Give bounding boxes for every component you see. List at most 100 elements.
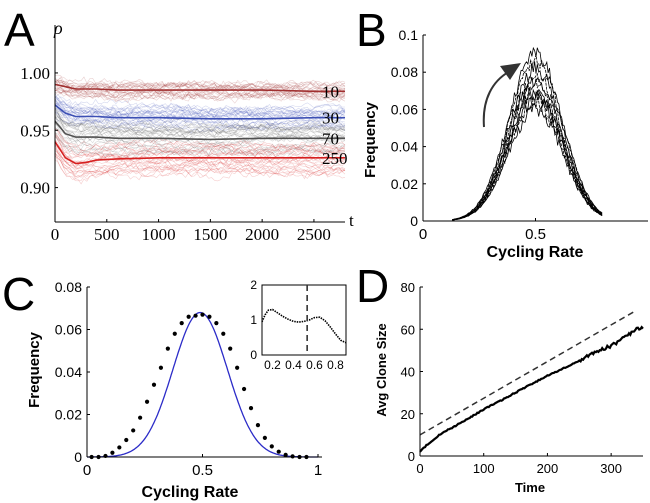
- ensemble-trajectory: [54, 108, 346, 134]
- data-point: [186, 314, 191, 319]
- x-tick-label: 1: [314, 462, 322, 479]
- ensemble-trajectory: [54, 77, 346, 91]
- y-tick-label: 1.00: [20, 64, 50, 83]
- data-point: [276, 449, 281, 454]
- y-tick-label: 60: [401, 322, 415, 337]
- ensemble-trajectory: [55, 87, 346, 100]
- data-point: [165, 346, 170, 351]
- data-point: [269, 444, 274, 449]
- ensemble-trajectory: [54, 128, 346, 152]
- mean-line-30: [54, 104, 345, 120]
- ensemble-trajectory: [54, 115, 346, 140]
- ensemble-trajectory: [54, 110, 346, 132]
- ensemble-trajectory: [54, 87, 346, 102]
- x-tick-label: 0: [83, 462, 91, 479]
- ensemble-trajectory: [54, 107, 346, 127]
- x-tick-label: 2000: [245, 225, 279, 244]
- data-point: [241, 386, 247, 392]
- y-axis-label: Avg Clone Size: [374, 323, 389, 416]
- panel-d-chart: 0 100 200 300 0 20 40 60 80 Time Avg Clone Size: [374, 280, 644, 495]
- ensemble-trajectory: [54, 88, 346, 104]
- inset-x-tick-label: 0.4: [285, 358, 302, 372]
- ensemble-trajectory: [54, 152, 346, 179]
- data-point: [228, 346, 233, 351]
- y-tick-label: 0.02: [391, 176, 418, 192]
- x-tick-label: 100: [473, 461, 495, 476]
- data-point: [255, 423, 261, 428]
- ensemble-trajectory: [54, 139, 346, 168]
- panel-letter-b: B: [356, 4, 387, 56]
- distribution-curve: [452, 87, 603, 221]
- ensemble-trajectory: [54, 128, 346, 151]
- x-tick-label: 0.5: [525, 226, 546, 243]
- ensemble-trajectory: [54, 143, 346, 167]
- mean-line-250: [54, 141, 345, 165]
- ensemble-trajectory: [54, 149, 346, 175]
- ensemble-trajectory: [54, 155, 346, 178]
- ensemble-trajectory: [54, 95, 346, 117]
- x-axis-label: t: [349, 211, 354, 230]
- ensemble-trajectory: [54, 84, 346, 100]
- ensemble-trajectory: [54, 108, 346, 129]
- ensemble-trajectory: [54, 117, 346, 134]
- ensemble-trajectory: [54, 112, 346, 135]
- ensemble-trajectory: [54, 127, 346, 153]
- y-tick-label: 0.90: [20, 179, 50, 198]
- x-tick-label: 500: [94, 225, 120, 244]
- x-tick-label: 0: [51, 225, 60, 244]
- x-tick-label: 0.5: [192, 462, 213, 479]
- ensemble-trajectory: [54, 107, 346, 132]
- x-tick-label: 2500: [297, 225, 331, 244]
- data-point: [110, 450, 115, 455]
- y-tick-label: 40: [401, 365, 415, 380]
- data-point: [221, 331, 226, 336]
- trend-line: [419, 309, 638, 436]
- ensemble-trajectory: [54, 90, 346, 102]
- ensemble-trajectory: [54, 116, 346, 139]
- series-label-250: 250: [322, 149, 348, 168]
- y-tick-label: 0: [408, 449, 415, 464]
- ensemble-trajectory: [54, 82, 346, 98]
- x-tick-label: 1500: [193, 225, 227, 244]
- y-tick-label: 0: [74, 449, 82, 465]
- ensemble-trajectory: [54, 89, 346, 100]
- ensemble-trajectory: [54, 111, 346, 132]
- ensemble-trajectory: [55, 90, 346, 103]
- ensemble-trajectory: [54, 127, 346, 153]
- y-tick-label: 20: [401, 407, 415, 422]
- ensemble-trajectory: [54, 92, 346, 114]
- inset-frame: [261, 284, 347, 356]
- data-point: [179, 321, 184, 326]
- ensemble-trajectory: [54, 112, 346, 131]
- mean-line-70: [54, 120, 345, 141]
- ensemble-trajectory: [54, 109, 346, 136]
- data-point: [144, 399, 150, 404]
- ensemble-trajectory: [54, 87, 346, 100]
- series-label-10: 10: [322, 82, 339, 101]
- x-axis-label: Time: [515, 480, 545, 495]
- y-axis-label: Frequency: [362, 101, 379, 178]
- ensemble-trajectory: [54, 133, 346, 157]
- ensemble-trajectory: [54, 134, 346, 157]
- y-tick-label: 80: [401, 280, 415, 295]
- data-point: [235, 365, 240, 370]
- ensemble-trajectory: [54, 144, 346, 171]
- ensemble-trajectory: [54, 132, 346, 157]
- ensemble-trajectory: [54, 87, 346, 100]
- ensemble-trajectory: [54, 159, 346, 182]
- y-tick-label: 0.04: [391, 139, 418, 155]
- ensemble-trajectory: [54, 76, 345, 91]
- y-tick-label: 0.08: [391, 64, 418, 80]
- y-tick-label: 0.02: [55, 407, 82, 423]
- distribution-curve: [452, 96, 603, 221]
- y-axis-label: ρ: [53, 18, 63, 38]
- distribution-curve: [452, 72, 603, 221]
- x-tick-label: 0: [416, 461, 423, 476]
- ensemble-trajectory: [54, 96, 346, 116]
- ensemble-trajectory: [54, 143, 346, 172]
- series-label-30: 30: [322, 109, 339, 128]
- ensemble-trajectory: [54, 99, 346, 120]
- ensemble-trajectory: [54, 130, 346, 157]
- ensemble-trajectory: [54, 103, 346, 123]
- ensemble-trajectory: [54, 111, 346, 135]
